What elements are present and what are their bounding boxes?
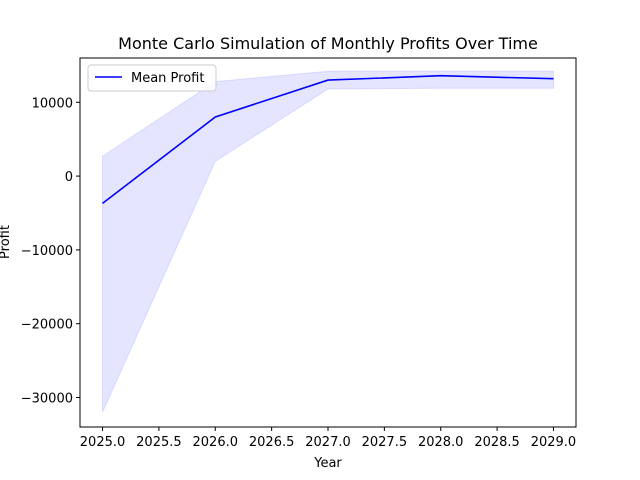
plot-area xyxy=(102,70,554,413)
x-tick-label: 2026.5 xyxy=(249,435,295,450)
legend-box xyxy=(87,64,217,92)
x-tick-label: 2027.5 xyxy=(362,435,408,450)
y-tick-label: 10000 xyxy=(32,96,73,111)
x-axis: 2025.0 2025.5 2026.0 2026.5 2027.0 2027.5 2028… xyxy=(80,427,576,450)
y-tick-label: −20000 xyxy=(21,318,73,333)
y-tick-label: −10000 xyxy=(21,244,73,259)
x-tick-label: 2025.5 xyxy=(136,435,182,450)
y-tick-label: 0 xyxy=(65,170,73,185)
x-tick-label: 2026.0 xyxy=(193,435,239,450)
x-tick-label: 2027.0 xyxy=(305,435,351,450)
x-axis-title: Year xyxy=(313,456,342,471)
series-line-mean-profit xyxy=(102,74,554,205)
y-axis-title: Profit xyxy=(0,225,13,259)
x-tick-label: 2025.0 xyxy=(80,435,126,450)
legend-label-mean-profit: Mean Profit xyxy=(131,71,204,86)
x-tick-label: 2028.5 xyxy=(474,435,520,450)
x-tick-label: 2029.0 xyxy=(531,435,577,450)
confidence-band xyxy=(102,70,554,413)
x-tick-label: 2028.0 xyxy=(418,435,464,450)
y-tick-label: −30000 xyxy=(21,391,73,406)
y-axis: −30000 −20000 −10000 0 10000 xyxy=(21,96,80,406)
chart-title: Monte Carlo Simulation of Monthly Profit… xyxy=(118,34,538,53)
legend: Mean Profit xyxy=(87,64,217,92)
